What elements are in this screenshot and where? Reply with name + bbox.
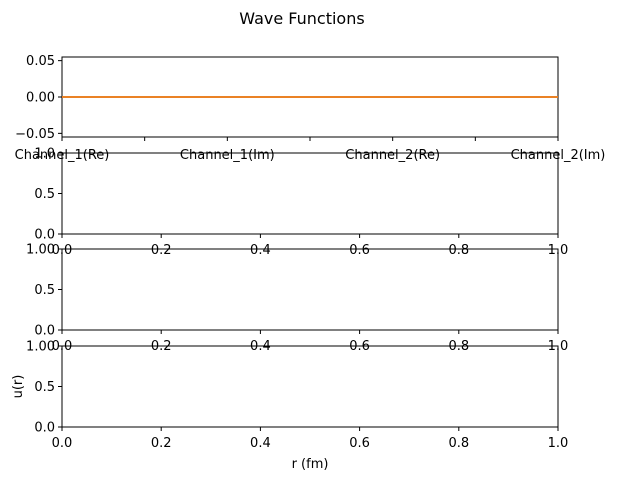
subplot-3: 1.000.50.00.0 0.2 0.4 0.6 0.8 1.0 — [26, 243, 568, 355]
y-axis-label: u(r) — [11, 375, 26, 399]
x-tick-label: 0.8 — [448, 436, 469, 451]
x-tick-label: 0.0 — [52, 436, 73, 451]
x-tick-label: 0.6 — [349, 243, 370, 258]
x-tick-label: 0.2 — [151, 243, 172, 258]
y-tick-label: 0.0 — [34, 324, 55, 339]
x-tick-label: 0.2 — [151, 436, 172, 451]
y-tick-label: 1.00 — [26, 243, 55, 258]
y-tick-label: 0.00 — [26, 91, 55, 106]
x-axis-label: r (fm) — [292, 457, 329, 472]
y-tick-label: 0.0 — [34, 421, 55, 436]
subplot-2: 1.00.50.00.0 0.2 0.4 0.6 0.8 1.0 — [34, 147, 568, 259]
x-category-label: Channel_2(Re) — [345, 148, 440, 163]
y-tick-label: 1.0 — [34, 147, 55, 162]
x-category-label: Channel_1(Im) — [180, 148, 275, 163]
subplot-4: 1.00 0.5 0.00.0 0.2 0.4 0.6 0.8 1.0 r (fm) u(r) — [11, 340, 568, 473]
x-tick-label: 0.4 — [250, 243, 271, 258]
y-tick-label: 0.5 — [34, 283, 55, 298]
y-tick-label: 0.0 — [34, 228, 55, 243]
y-tick-label: −0.05 — [15, 127, 55, 142]
x-tick-label: 0.8 — [448, 243, 469, 258]
x-tick-label: 0.6 — [349, 436, 370, 451]
x-tick-label: 1.0 — [548, 436, 569, 451]
figure-title: Wave Functions — [239, 9, 364, 28]
x-tick-label: 0.4 — [250, 436, 271, 451]
y-tick-label: 0.5 — [34, 380, 55, 395]
y-tick-label: 0.5 — [34, 187, 55, 202]
y-tick-label: 0.05 — [26, 54, 55, 69]
y-tick-label: 1.00 — [26, 340, 55, 355]
